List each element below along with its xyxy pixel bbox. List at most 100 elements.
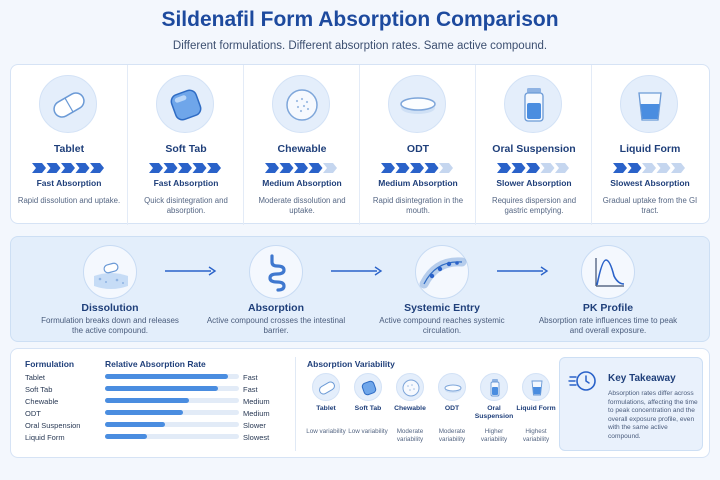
speed-chevron	[265, 163, 279, 173]
soft-tab-icon	[156, 75, 214, 133]
variability-name: Liquid Form	[516, 405, 556, 412]
form-rate: Medium Absorption	[378, 178, 458, 188]
speed-chevron	[497, 163, 511, 173]
odt-icon	[438, 373, 466, 401]
form-card-soft-tab: Soft Tab Fast Absorption Quick disintegr…	[127, 65, 243, 225]
rate-value: Medium	[243, 409, 270, 418]
form-card-tablet: Tablet Fast Absorption Rapid dissolution…	[11, 65, 127, 225]
blood-vessel-icon	[415, 245, 469, 299]
rate-bar	[105, 386, 218, 391]
rate-bar	[105, 434, 147, 439]
tablet-icon	[39, 75, 97, 133]
flow-arrow	[163, 264, 217, 276]
speed-chevron	[192, 163, 207, 173]
page-title: Sildenafil Form Absorption Comparison	[161, 8, 559, 31]
form-rate: Slower Absorption	[496, 178, 572, 188]
key-takeaway-card: Key Takeaway Absorption rates differ acr…	[559, 357, 703, 451]
intestine-icon	[249, 245, 303, 299]
speed-chevron	[395, 163, 410, 173]
odt-icon	[388, 75, 446, 133]
takeaway-title: Key Takeaway	[608, 373, 676, 384]
absorption-speed-chevrons	[149, 160, 223, 173]
absorption-process-panel: Dissolution Formulation breaks down and …	[10, 236, 710, 342]
speed-chevron	[671, 163, 685, 173]
speed-chevron	[381, 163, 395, 173]
soft-tab-icon	[354, 373, 382, 401]
chewable-icon	[396, 373, 424, 401]
rate-row-label: Oral Suspension	[25, 421, 81, 430]
step-description: Active compound reaches systemic circula…	[379, 316, 505, 335]
step-description: Active compound crosses the intestinal b…	[206, 316, 346, 335]
speed-chevron	[178, 163, 192, 173]
variability-name: Soft Tab	[354, 405, 382, 412]
liquid-form-icon	[522, 373, 550, 401]
form-card-chewable: Chewable Medium Absorption Moderate diss…	[243, 65, 359, 225]
rate-bar-track	[105, 410, 239, 415]
rate-value: Fast	[243, 373, 258, 382]
rate-bar-track	[105, 398, 239, 403]
chewable-icon	[272, 75, 330, 133]
step-absorption: Absorption Active compound crosses the i…	[191, 237, 361, 343]
pk-curve-icon	[581, 245, 635, 299]
speed-chevron	[294, 163, 308, 173]
comparison-panel: Formulation Relative Absorption Rate Tab…	[10, 348, 710, 458]
fast-clock-icon	[568, 366, 598, 396]
speed-chevron	[526, 163, 540, 173]
speed-chevron	[163, 163, 178, 173]
speed-chevron	[207, 163, 221, 173]
variability-name: Tablet	[316, 405, 336, 412]
variability-name: ODT	[444, 405, 460, 412]
speed-chevron	[656, 163, 671, 173]
form-name: ODT	[406, 143, 430, 155]
step-dissolution: Dissolution Formulation breaks down and …	[25, 237, 195, 343]
speed-chevron	[410, 163, 424, 173]
variability-level: Higher variability	[480, 428, 508, 443]
form-name: Tablet	[53, 143, 85, 155]
rate-bar-track	[105, 374, 239, 379]
absorption-speed-chevrons	[613, 160, 687, 173]
takeaway-text: Absorption rates differ across formulati…	[608, 390, 698, 440]
flow-arrow	[329, 264, 383, 276]
variability-level: Low variability	[348, 428, 388, 435]
rate-value: Medium	[243, 397, 270, 406]
rate-row-label: Chewable	[25, 397, 59, 406]
liquid-form-icon	[620, 75, 678, 133]
flow-arrow	[495, 264, 549, 276]
oral-suspension-icon	[504, 75, 562, 133]
rate-header: Relative Absorption Rate	[105, 359, 206, 369]
step-description: Formulation breaks down and releases the…	[41, 316, 179, 335]
speed-chevron	[46, 163, 61, 173]
form-card-oral-suspension: Oral Suspension Slower Absorption Requir…	[475, 65, 591, 225]
form-name: Oral Suspension	[492, 143, 576, 155]
rate-row-label: Liquid Form	[25, 433, 65, 442]
variability-level: Moderate variability	[438, 428, 466, 443]
step-name: PK Profile	[582, 302, 634, 314]
rate-bar-track	[105, 434, 239, 439]
rate-value: Slower	[243, 421, 266, 430]
speed-chevron	[627, 163, 642, 173]
tablet-icon	[312, 373, 340, 401]
form-name: Liquid Form	[619, 143, 681, 155]
form-rate: Slowest Absorption	[610, 178, 690, 188]
rate-bar-track	[105, 386, 239, 391]
step-name: Absorption	[248, 302, 304, 314]
absorption-speed-chevrons	[381, 160, 455, 173]
step-systemic-entry: Systemic Entry Active compound reaches s…	[357, 237, 527, 343]
speed-chevron	[149, 163, 163, 173]
oral-suspension-icon	[480, 373, 508, 401]
step-name: Dissolution	[81, 302, 139, 314]
form-description: Moderate dissolution and uptake.	[258, 196, 346, 215]
rate-row-label: Tablet	[25, 373, 46, 382]
speed-chevron	[540, 163, 555, 173]
rate-bar	[105, 410, 183, 415]
rate-bar	[105, 422, 166, 427]
section-divider	[295, 357, 296, 451]
form-description: Rapid dissolution and uptake.	[17, 196, 121, 205]
speed-chevron	[279, 163, 294, 173]
absorption-speed-chevrons	[265, 160, 339, 173]
speed-chevron	[32, 163, 46, 173]
speed-chevron	[75, 163, 90, 173]
form-description: Rapid disintegration in the mouth.	[372, 196, 464, 215]
speed-chevron	[90, 163, 104, 173]
form-rate: Fast Absorption	[36, 178, 102, 188]
